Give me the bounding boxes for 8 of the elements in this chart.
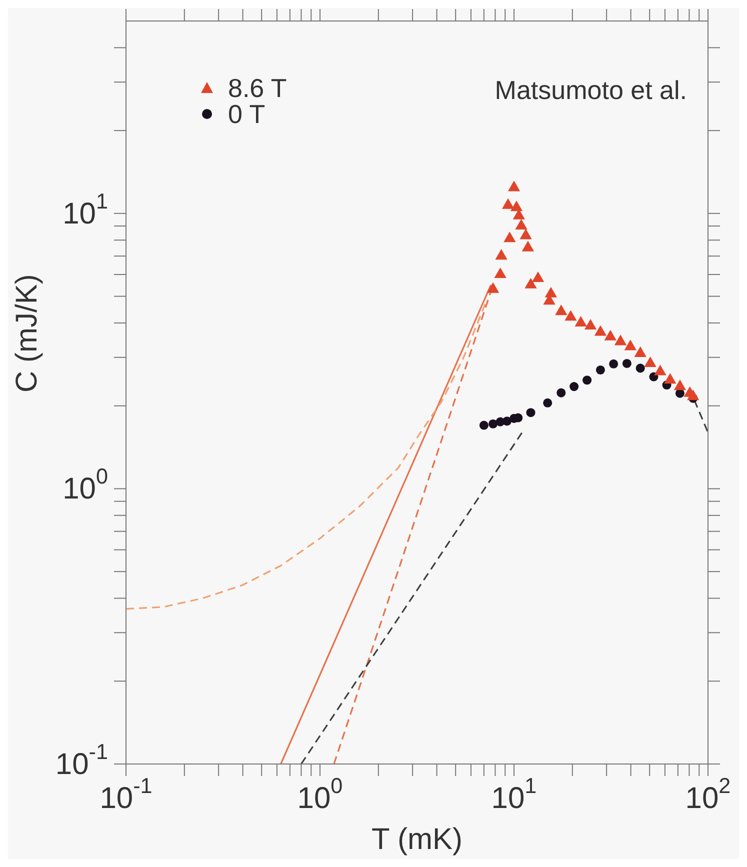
x-tick-label: 10$^{1}$ bbox=[491, 772, 537, 815]
y-tick-label: 10$^{0}$ bbox=[62, 463, 108, 506]
x-axis-title: T (mK) bbox=[371, 823, 463, 856]
y-axis-title: C (mJ/K) bbox=[10, 274, 44, 392]
x-tick-label: 10$^{2}$ bbox=[685, 772, 731, 815]
x-tick-label: 10$^{0}$ bbox=[297, 772, 343, 815]
y-tick-label: 10$^{1}$ bbox=[62, 188, 108, 230]
annotation: Matsumoto et al. bbox=[494, 75, 687, 106]
